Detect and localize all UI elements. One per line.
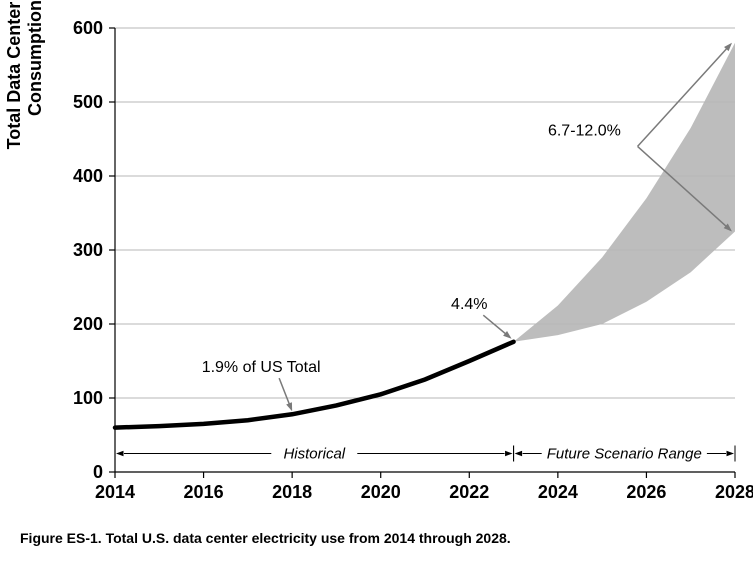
arrow-head — [505, 451, 513, 456]
arrow-head — [515, 451, 523, 456]
figure-caption: Figure ES-1. Total U.S. data center elec… — [20, 530, 511, 546]
annotation-2-label: 4.4% — [451, 296, 487, 313]
projection-fan — [514, 43, 735, 342]
arrow-head — [726, 451, 734, 456]
x-tick-label: 2018 — [272, 482, 312, 502]
y-axis-label: Total Data Center Electricity Consumptio… — [4, 0, 46, 220]
y-tick-label: 200 — [73, 314, 103, 334]
y-tick-label: 500 — [73, 92, 103, 112]
x-tick-label: 2014 — [95, 482, 135, 502]
period-label: Historical — [283, 446, 345, 463]
x-tick-label: 2026 — [626, 482, 666, 502]
y-tick-label: 400 — [73, 166, 103, 186]
y-tick-label: 600 — [73, 18, 103, 38]
y-tick-label: 100 — [73, 388, 103, 408]
x-tick-label: 2022 — [449, 482, 489, 502]
x-tick-label: 2024 — [538, 482, 578, 502]
x-tick-label: 2020 — [361, 482, 401, 502]
x-tick-label: 2028 — [715, 482, 753, 502]
arrow-head — [116, 451, 124, 456]
figure-container: Total Data Center Electricity Consumptio… — [0, 0, 753, 564]
arrow-head — [286, 402, 292, 411]
x-tick-label: 2016 — [184, 482, 224, 502]
y-tick-label: 0 — [93, 462, 103, 482]
chart-svg: 0 100 200 300 400 500 600 2014 2016 2018 2020 2022 2… — [0, 0, 753, 510]
annotation-3-label: 6.7-12.0% — [548, 122, 621, 139]
y-tick-label: 300 — [73, 240, 103, 260]
historical-line — [115, 342, 514, 428]
period-label: Future Scenario Range — [547, 446, 702, 463]
annotation-1-label: 1.9% of US Total — [202, 359, 321, 376]
